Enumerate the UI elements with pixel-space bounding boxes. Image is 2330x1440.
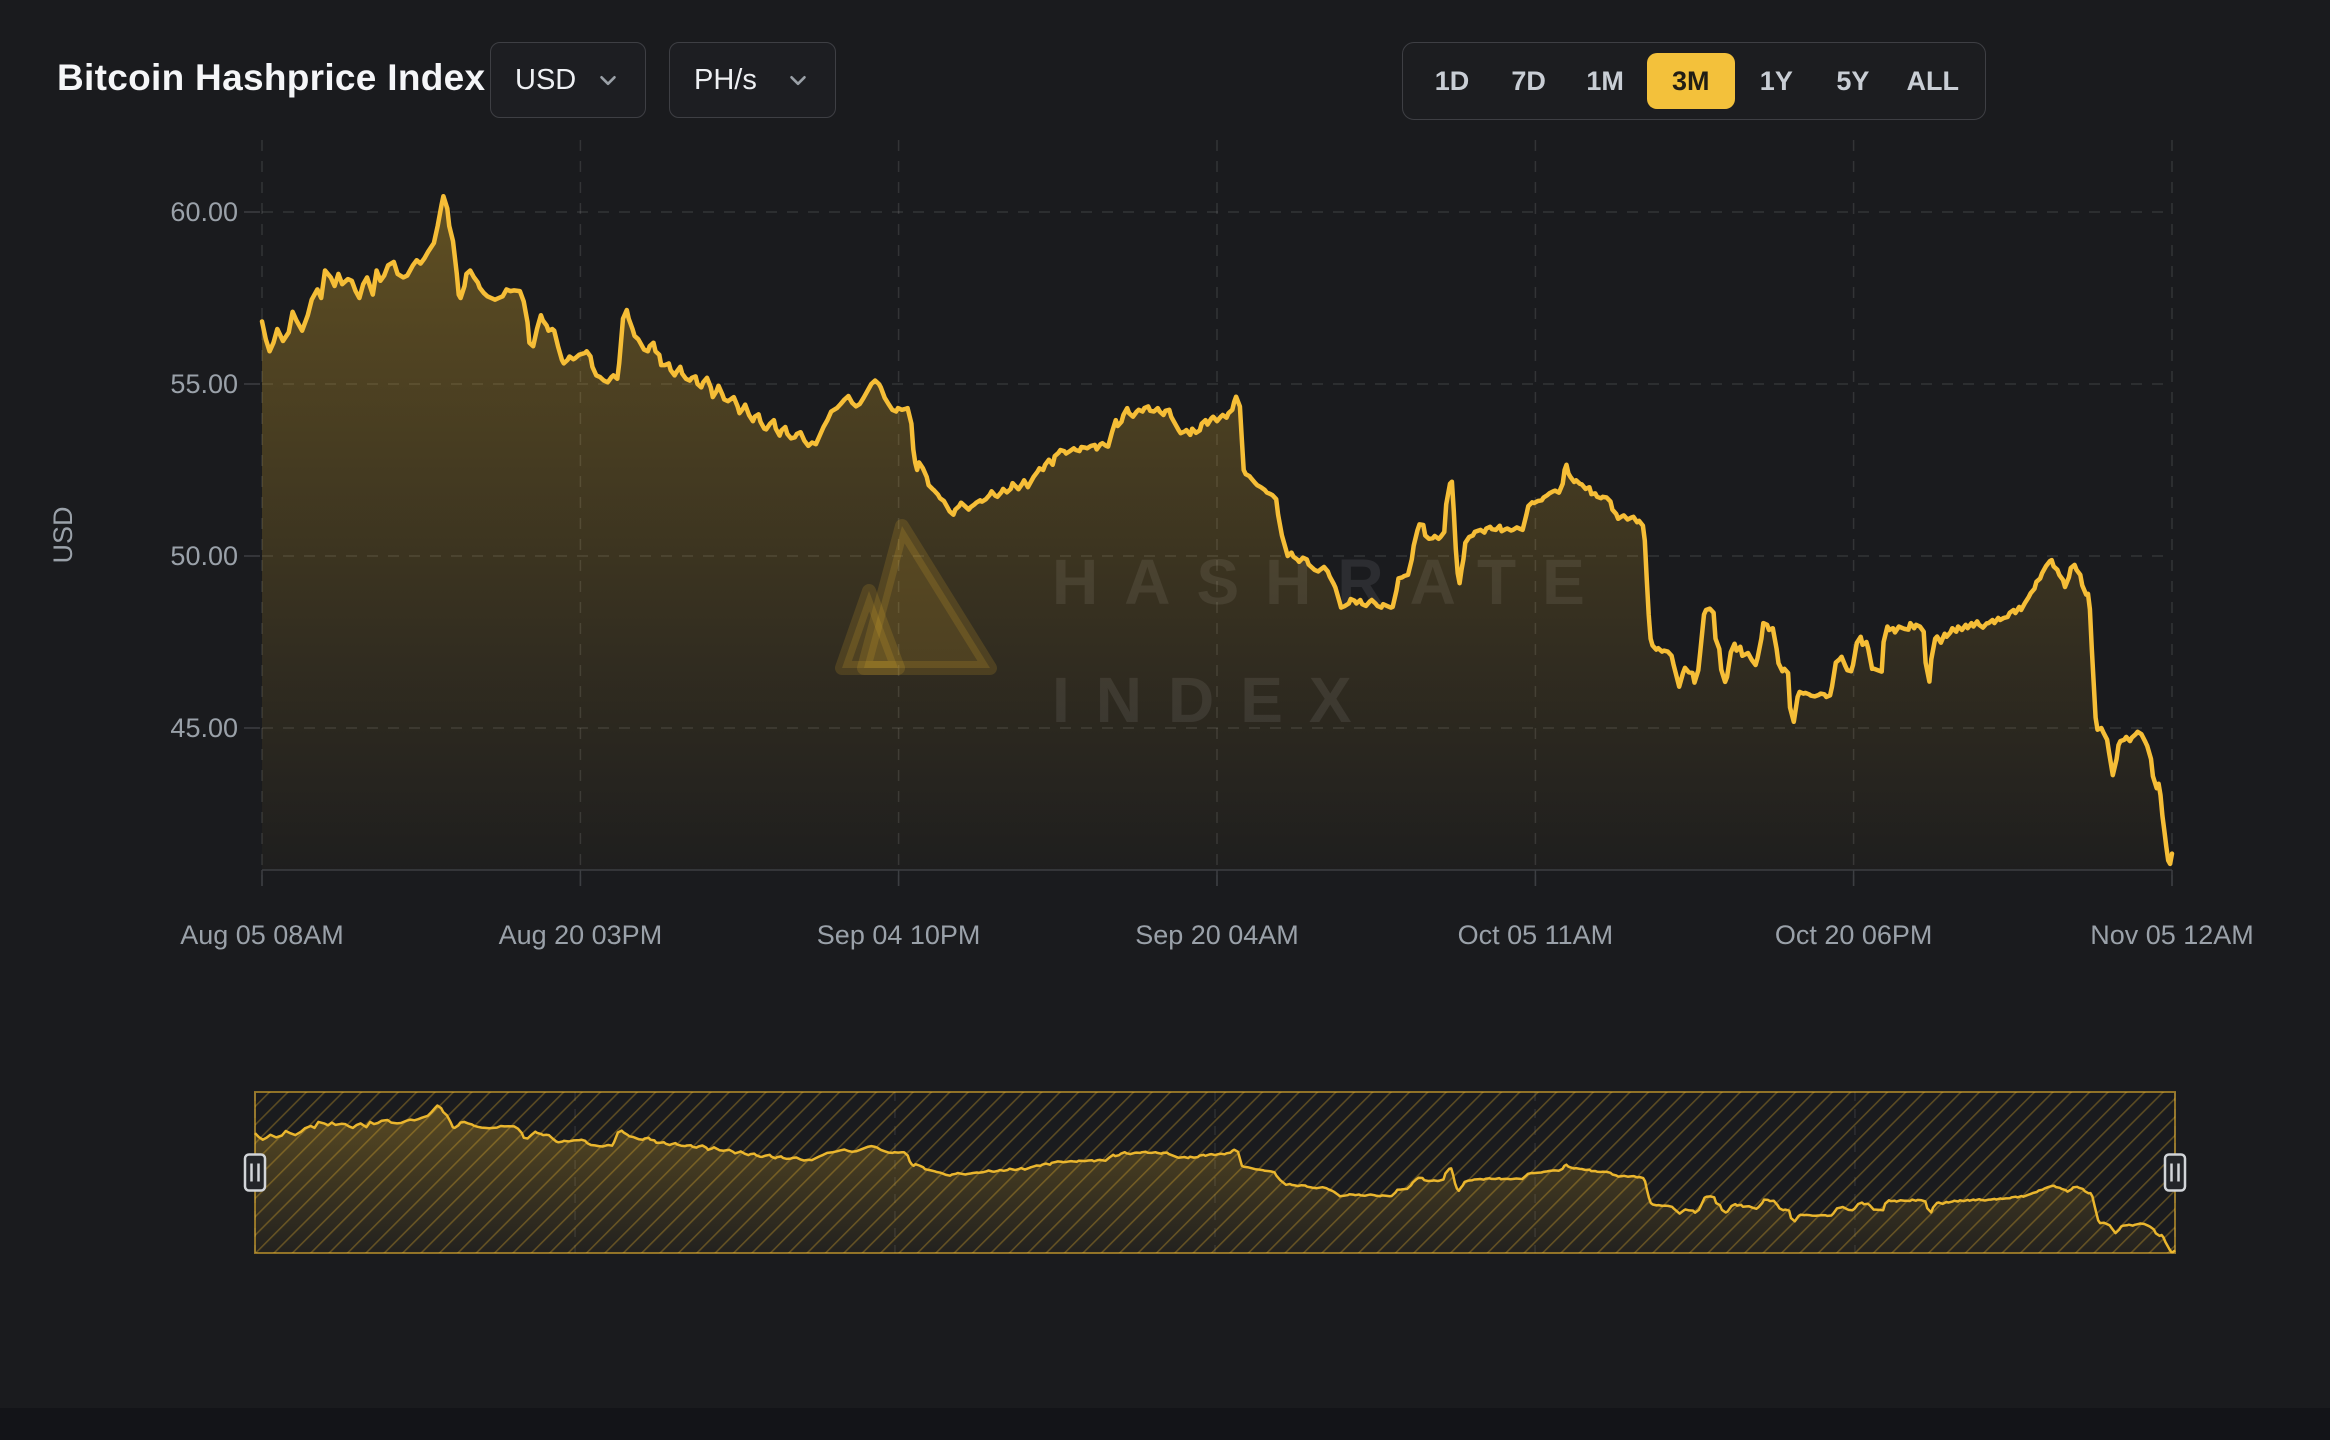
plot-area[interactable] xyxy=(262,140,2172,870)
y-tick-label: 55.00 xyxy=(170,369,238,399)
x-tick-label: Nov 05 12AM xyxy=(2090,920,2254,950)
x-tick-label: Sep 04 10PM xyxy=(817,920,981,950)
range-button-7d[interactable]: 7D xyxy=(1494,53,1564,109)
panel-bottom-band xyxy=(0,1408,2330,1440)
x-tick-label: Aug 20 03PM xyxy=(499,920,663,950)
range-selector: 1D 7D 1M 3M 1Y 5Y ALL xyxy=(1402,42,1986,120)
currency-dropdown[interactable]: USD xyxy=(490,42,646,118)
range-button-5y[interactable]: 5Y xyxy=(1818,53,1888,109)
currency-dropdown-value: USD xyxy=(515,63,577,96)
range-button-1m[interactable]: 1M xyxy=(1570,53,1640,109)
y-tick-label: 50.00 xyxy=(170,541,238,571)
range-button-1d[interactable]: 1D xyxy=(1417,53,1487,109)
page-title: Bitcoin Hashprice Index xyxy=(57,57,486,98)
navigator-handle-left-grip-box[interactable] xyxy=(243,1153,267,1192)
navigator-selection[interactable] xyxy=(255,1092,2175,1253)
navigator-handle-right-grip-box[interactable] xyxy=(2163,1153,2187,1192)
y-axis-title: USD xyxy=(48,506,78,563)
chevron-down-icon xyxy=(790,75,806,86)
y-tick-label: 60.00 xyxy=(170,197,238,227)
unit-dropdown[interactable]: PH/s xyxy=(669,42,836,118)
navigator xyxy=(243,1091,2187,1254)
x-tick-label: Oct 05 11AM xyxy=(1458,920,1614,950)
navigator-handle-right[interactable] xyxy=(2163,1153,2187,1192)
range-button-3m[interactable]: 3M xyxy=(1646,53,1735,109)
x-tick-label: Sep 20 04AM xyxy=(1135,920,1299,950)
chevron-down-icon xyxy=(600,75,616,86)
hashprice-area-fill xyxy=(262,196,2172,870)
x-tick-label: Oct 20 06PM xyxy=(1775,920,1933,950)
navigator-handle-left[interactable] xyxy=(243,1153,267,1192)
axes: USD 60.00 55.00 50.00 45.00 Aug 05 08AM Aug 2… xyxy=(48,197,2254,950)
x-tick-label: Aug 05 08AM xyxy=(180,920,344,950)
y-tick-label: 45.00 xyxy=(170,713,238,743)
range-button-1y[interactable]: 1Y xyxy=(1741,53,1811,109)
hashprice-line xyxy=(259,193,2175,867)
unit-dropdown-value: PH/s xyxy=(694,63,757,96)
range-button-all[interactable]: ALL xyxy=(1894,53,1970,109)
